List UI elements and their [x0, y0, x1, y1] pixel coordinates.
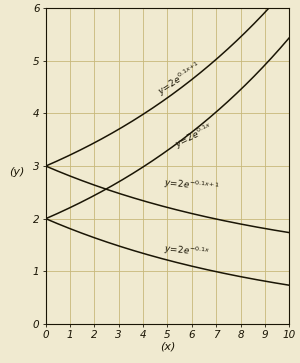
Text: $y\!=\!2e^{0.1x}$: $y\!=\!2e^{0.1x}$ [172, 120, 216, 152]
Text: $y\!=\!2e^{-0.1x}$: $y\!=\!2e^{-0.1x}$ [163, 241, 210, 261]
Text: $y\!=\!2e^{0.1x\!+\!1}$: $y\!=\!2e^{0.1x\!+\!1}$ [155, 59, 205, 99]
Text: $y\!=\!2e^{-0.1x\!+\!1}$: $y\!=\!2e^{-0.1x\!+\!1}$ [163, 175, 219, 195]
Y-axis label: (y): (y) [9, 167, 24, 177]
X-axis label: (x): (x) [160, 342, 175, 352]
